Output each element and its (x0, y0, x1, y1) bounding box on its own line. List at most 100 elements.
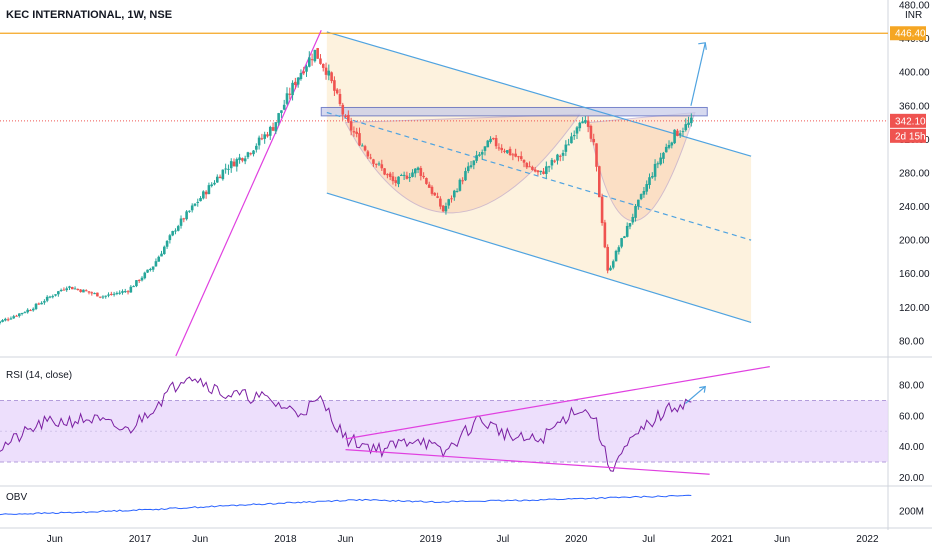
candle-body (146, 269, 149, 273)
candle-body (260, 138, 264, 140)
candle-body (453, 190, 456, 198)
candle-body (567, 144, 570, 146)
candle-body (274, 122, 278, 132)
candle-body (84, 290, 88, 292)
rsi-pane-title: RSI (14, close) (6, 370, 73, 381)
candle-body (517, 156, 520, 158)
candle-body (207, 185, 211, 195)
candle-body (263, 134, 266, 139)
last-price-badge: 342.10 (895, 116, 926, 127)
candle-body (397, 176, 400, 185)
candle-body (15, 315, 18, 317)
candle-body (634, 206, 637, 218)
candle-body (494, 138, 498, 147)
candle-body (372, 159, 375, 164)
price-tick-label: 240.00 (899, 202, 930, 213)
candle-body (310, 59, 314, 61)
candle-body (637, 199, 640, 207)
channel-middle-line (326, 111, 752, 241)
candle-body (531, 166, 534, 170)
time-tick-label: 2019 (420, 534, 443, 545)
rsi-arrowhead (699, 385, 706, 393)
candle-body (29, 310, 32, 312)
rsi-arrow (684, 386, 706, 404)
candle-body (37, 303, 41, 305)
cup-shape (344, 113, 581, 214)
candle-body (59, 289, 63, 291)
candle-body (461, 180, 464, 182)
candle-body (659, 157, 662, 165)
candle-body (199, 198, 202, 202)
candle-body (578, 122, 582, 129)
candle-body (330, 72, 333, 82)
candle-body (299, 73, 303, 80)
candle-body (363, 146, 367, 151)
rsi-upper-trendline (345, 366, 770, 440)
price-tick-label: 280.00 (899, 168, 930, 179)
candle-body (572, 134, 576, 137)
candle-body (48, 296, 52, 298)
candle-body (625, 225, 629, 237)
candle-body (43, 301, 46, 303)
candle-body (617, 247, 621, 252)
candle-body (575, 127, 579, 134)
candle-body (115, 292, 119, 294)
time-tick-label: 2020 (565, 534, 588, 545)
candle-body (123, 291, 127, 293)
candle-body (213, 182, 216, 185)
candle-body (648, 177, 651, 186)
projection-arrow (690, 42, 706, 106)
candle-body (143, 272, 147, 279)
candle-body (162, 246, 166, 255)
candle-body (684, 124, 688, 131)
countdown-badge: 2d 15h (895, 131, 926, 142)
candle-body (611, 261, 615, 268)
candle-body (82, 289, 85, 293)
candle-body (288, 93, 292, 95)
candle-body (480, 152, 484, 155)
candle-body (673, 129, 676, 144)
candle-body (411, 172, 414, 177)
candle-body (40, 302, 43, 305)
candle-body (533, 169, 537, 172)
candle-body (129, 286, 133, 293)
candle-body (319, 58, 322, 64)
candle-body (505, 150, 509, 153)
price-tick-label: 480.00 (899, 1, 930, 12)
candle-body (366, 151, 370, 157)
candle-body (383, 168, 386, 175)
time-tick-label: 2021 (711, 534, 734, 545)
candle-body (308, 57, 311, 67)
candle-body (112, 293, 116, 295)
rsi-tick-label: 20.00 (899, 473, 924, 484)
candle-body (391, 176, 395, 182)
candle-body (73, 288, 77, 290)
candle-body (341, 104, 345, 115)
price-tick-label: 160.00 (899, 269, 930, 280)
candle-body (402, 174, 406, 176)
candle-body (154, 261, 158, 267)
candle-body (333, 80, 336, 91)
candle-body (96, 292, 99, 297)
candle-body (168, 235, 172, 241)
candle-body (511, 154, 515, 156)
time-tick-label: 2022 (856, 534, 879, 545)
candle-body (285, 93, 289, 104)
candle-body (347, 114, 350, 122)
candle-body (87, 291, 91, 293)
candle-body (232, 161, 236, 167)
candle-body (595, 143, 598, 167)
candle-body (118, 292, 121, 294)
candle-body (558, 155, 562, 157)
candle-body (355, 131, 359, 134)
rsi-line (0, 376, 692, 472)
candle-body (522, 159, 526, 163)
candle-body (386, 174, 389, 176)
candle-body (54, 294, 57, 296)
candle-body (427, 184, 431, 188)
candle-body (210, 184, 214, 186)
candle-body (241, 158, 244, 161)
candle-body (17, 313, 21, 317)
candle-body (291, 82, 294, 96)
candle-body (215, 176, 219, 183)
